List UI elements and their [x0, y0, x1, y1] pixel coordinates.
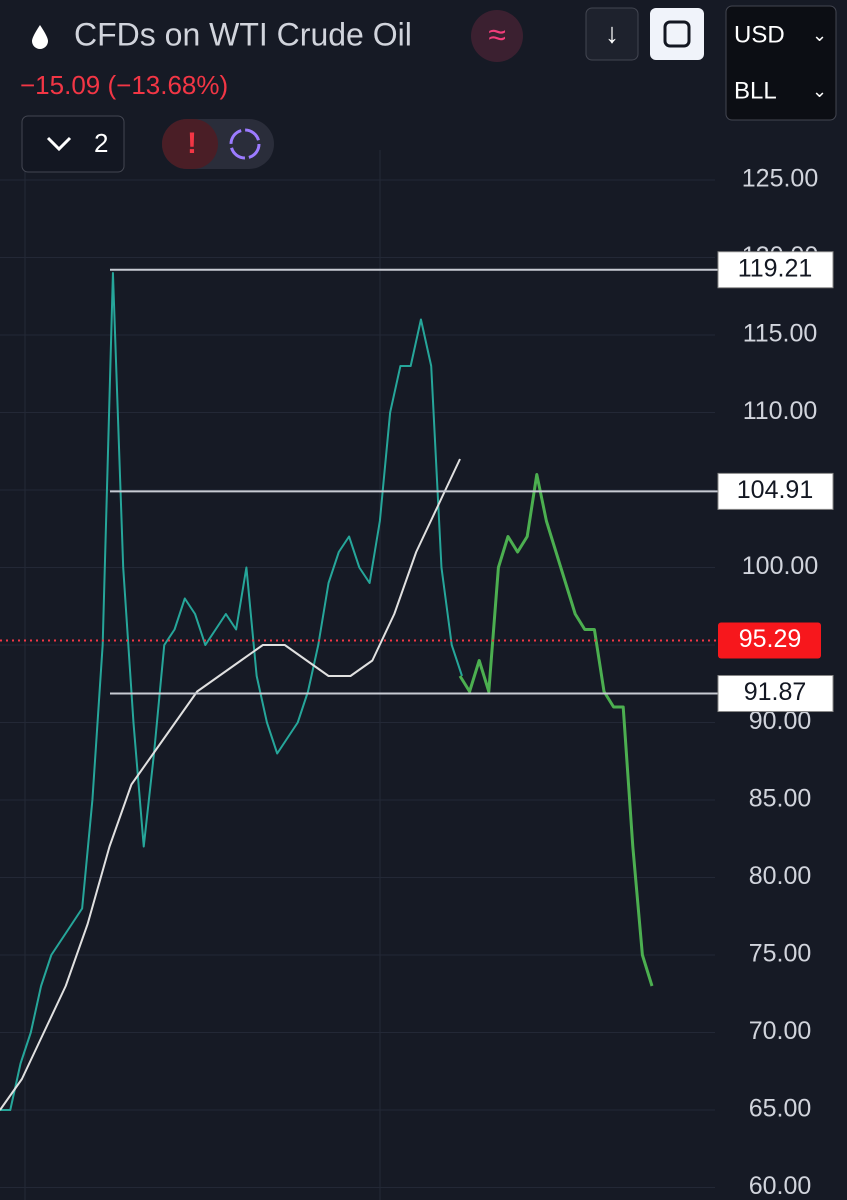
series-line — [0, 272, 463, 1111]
y-tick-label: 75.00 — [749, 940, 812, 968]
fullscreen-icon — [663, 20, 691, 48]
download-icon: ↓ — [605, 17, 619, 48]
price-axis: 60.0065.0070.0075.0080.0085.0090.0095.00… — [717, 165, 834, 1200]
y-tick-label: 60.00 — [749, 1172, 812, 1200]
alert-part — [162, 119, 218, 169]
price-label: 91.87 — [744, 678, 807, 706]
y-tick-label: 125.00 — [742, 165, 818, 193]
y-tick-label: 80.00 — [749, 862, 812, 890]
title: CFDs on WTI Crude Oil — [74, 16, 412, 52]
series-line — [458, 473, 654, 987]
collapse-icon — [46, 136, 72, 152]
indicators-button[interactable] — [21, 115, 125, 173]
series-line — [0, 458, 461, 1111]
price-label: 119.21 — [738, 254, 813, 282]
badge-icon: ≈ — [488, 16, 506, 52]
unit[interactable]: BLL — [734, 77, 777, 104]
badge — [471, 10, 523, 62]
chevron: ⌄ — [812, 81, 827, 101]
unit-panel[interactable] — [725, 5, 837, 121]
current-price-label: 95.29 — [739, 625, 802, 653]
y-tick-label: 110.00 — [743, 397, 818, 425]
y-tick-label: 65.00 — [749, 1095, 812, 1123]
sync-icon — [229, 128, 261, 160]
plot — [0, 268, 718, 1111]
alert-icon: ! — [187, 127, 197, 160]
y-tick-label: 100.00 — [742, 552, 818, 580]
chevron: ⌄ — [812, 25, 827, 45]
y-tick-label: 85.00 — [749, 785, 812, 813]
y-tick-label: 70.00 — [749, 1017, 812, 1045]
indicator-count: 2 — [94, 128, 108, 158]
download-button[interactable] — [585, 7, 639, 61]
oil-icon — [32, 25, 48, 49]
change: −15.09 (−13.68%) — [20, 70, 228, 100]
price-label-box — [717, 251, 834, 289]
price-label-box — [717, 472, 834, 510]
fullscreen-button[interactable] — [650, 8, 704, 60]
current-price-box — [718, 622, 821, 659]
price-label-box — [717, 675, 834, 713]
price-label: 104.91 — [737, 476, 813, 504]
y-tick-label: 115.00 — [743, 320, 818, 348]
currency[interactable]: USD — [734, 21, 785, 48]
